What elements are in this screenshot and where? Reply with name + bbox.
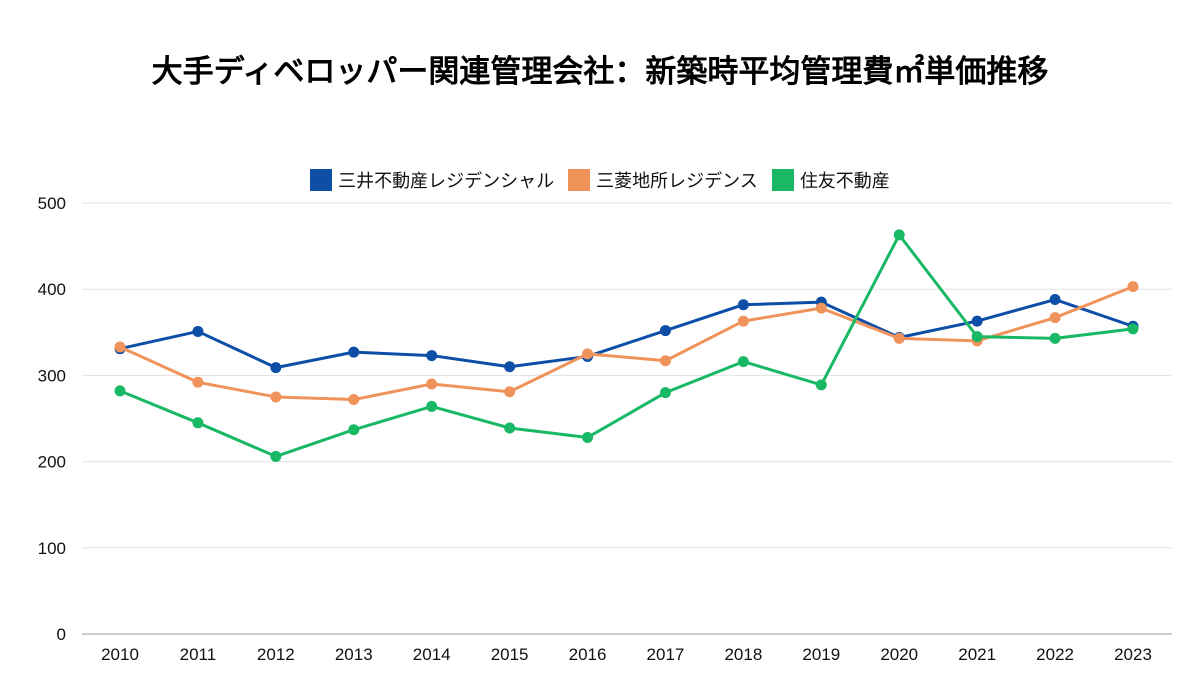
data-point-1 — [893, 332, 905, 344]
data-point-1 — [737, 315, 749, 327]
y-tick-label: 200 — [38, 453, 66, 472]
legend-label-mitsubishi: 三菱地所レジデンス — [596, 171, 758, 192]
data-point-2 — [815, 379, 827, 391]
x-tick-label: 2016 — [569, 645, 607, 664]
data-point-1 — [1127, 281, 1139, 293]
x-tick-label: 2019 — [802, 645, 840, 664]
data-point-2 — [1127, 323, 1139, 335]
legend-label-sumitomo: 住友不動産 — [799, 171, 890, 192]
data-point-2 — [1049, 332, 1061, 344]
legend-item-mitsui[interactable]: 三井不動産レジデンシャル — [310, 167, 554, 193]
x-tick-label: 2020 — [880, 645, 918, 664]
legend-swatch-mitsubishi — [568, 169, 591, 191]
x-tick-label: 2011 — [180, 645, 217, 664]
data-point-2 — [659, 387, 671, 399]
chart-title: 大手ディベロッパー関連管理会社：新築時平均管理費㎡単価推移 — [151, 54, 1049, 90]
data-point-1 — [426, 378, 438, 390]
data-point-1 — [582, 348, 594, 360]
data-point-2 — [270, 450, 282, 462]
data-point-0 — [348, 346, 360, 358]
x-tick-label: 2012 — [257, 645, 295, 664]
x-tick-label: 2017 — [647, 645, 685, 664]
data-point-1 — [504, 386, 516, 398]
data-point-2 — [192, 417, 204, 429]
x-tick-label: 2021 — [958, 645, 996, 664]
data-point-2 — [504, 422, 516, 434]
legend: 三井不動産レジデンシャル 三菱地所レジデンス 住友不動産 — [0, 167, 1200, 193]
x-tick-label: 2023 — [1114, 645, 1152, 664]
series-line-0 — [119, 298, 1134, 370]
x-tick-label: 2014 — [413, 645, 451, 664]
legend-item-sumitomo[interactable]: 住友不動産 — [771, 167, 890, 193]
data-point-0 — [270, 362, 282, 374]
data-point-1 — [192, 376, 204, 388]
data-point-0 — [737, 299, 749, 311]
data-point-2 — [114, 385, 126, 397]
data-point-1 — [114, 341, 126, 353]
y-tick-label: 300 — [38, 366, 66, 385]
data-point-1 — [270, 391, 282, 403]
data-point-0 — [1049, 294, 1061, 306]
x-tick-label: 2015 — [491, 645, 529, 664]
legend-item-mitsubishi[interactable]: 三菱地所レジデンス — [568, 167, 758, 193]
x-tick-label: 2022 — [1036, 645, 1074, 664]
data-point-2 — [893, 229, 905, 241]
series-line-1 — [119, 285, 1134, 402]
data-point-0 — [504, 361, 516, 373]
data-point-2 — [971, 331, 983, 343]
data-point-1 — [815, 302, 827, 314]
data-point-0 — [659, 325, 671, 337]
y-tick-label: 400 — [38, 280, 66, 299]
data-point-1 — [1049, 312, 1061, 324]
data-point-2 — [348, 424, 360, 436]
data-point-0 — [426, 350, 438, 362]
legend-swatch-sumitomo — [771, 169, 794, 191]
data-point-2 — [737, 356, 749, 368]
x-tick-label: 2013 — [335, 645, 373, 664]
legend-label-mitsui: 三井不動産レジデンシャル — [338, 171, 555, 192]
data-point-2 — [582, 431, 594, 443]
x-tick-label: 2018 — [724, 645, 762, 664]
series-line-2 — [119, 233, 1134, 458]
y-tick-label: 500 — [38, 194, 66, 213]
data-point-1 — [659, 355, 671, 367]
data-point-1 — [348, 394, 360, 406]
data-point-0 — [971, 315, 983, 327]
legend-swatch-mitsui — [310, 169, 333, 191]
y-tick-label: 0 — [57, 625, 66, 644]
data-point-2 — [426, 400, 438, 412]
y-tick-label: 100 — [38, 539, 66, 558]
x-tick-label: 2010 — [101, 645, 139, 664]
data-point-0 — [192, 325, 204, 337]
